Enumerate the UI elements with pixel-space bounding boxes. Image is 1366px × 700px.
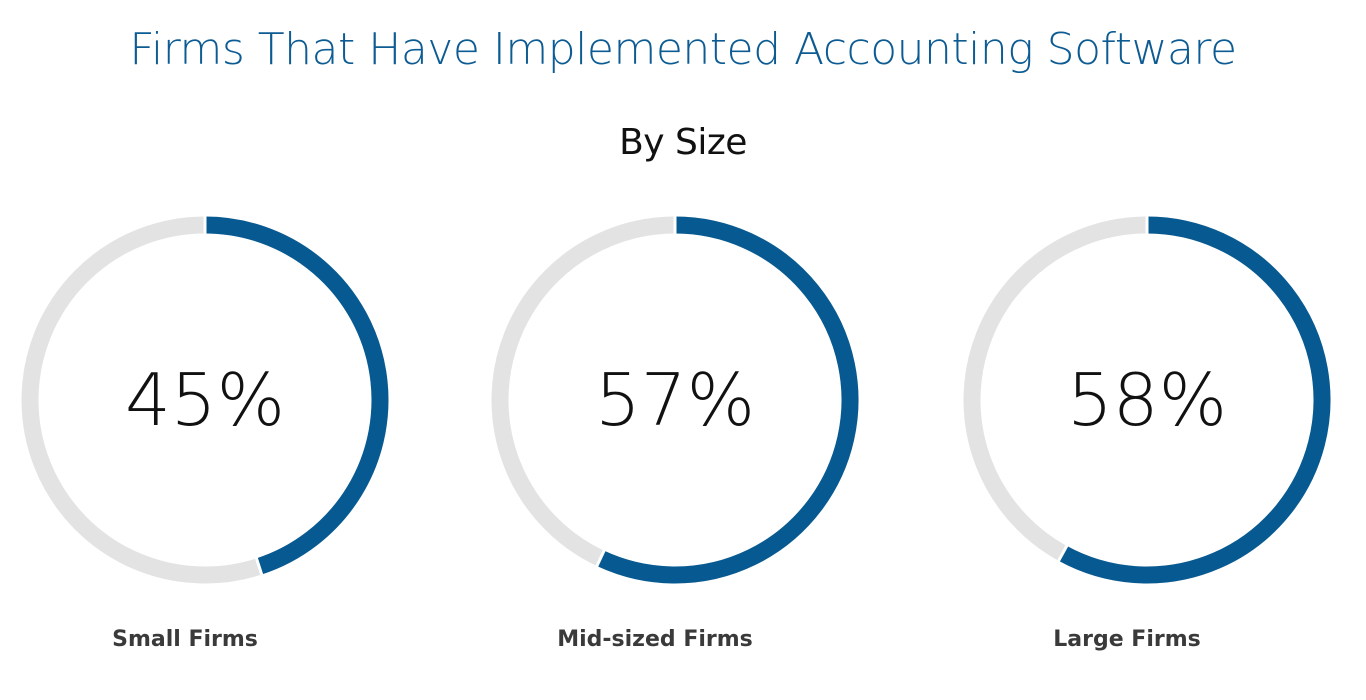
donut-arc [1058, 216, 1331, 584]
donut-group: 58% Large Firms [963, 215, 1331, 652]
arc-separator [254, 556, 264, 576]
category-label: Mid-sized Firms [557, 627, 753, 652]
percent-value: 58% [1067, 358, 1227, 442]
donut-group: 45% Small Firms [21, 215, 389, 652]
chart-subtitle: By Size [619, 122, 747, 163]
arc-separator [595, 549, 606, 568]
arc-separator [1056, 544, 1069, 563]
donut-group: 57% Mid-sized Firms [491, 215, 859, 652]
donut-arc [204, 216, 389, 575]
category-label: Small Firms [112, 627, 258, 652]
donut-arc [596, 216, 859, 584]
chart-title: Firms That Have Implemented Accounting S… [129, 24, 1237, 75]
percent-value: 57% [595, 358, 755, 442]
percent-value: 45% [125, 358, 285, 442]
category-label: Large Firms [1053, 627, 1200, 652]
